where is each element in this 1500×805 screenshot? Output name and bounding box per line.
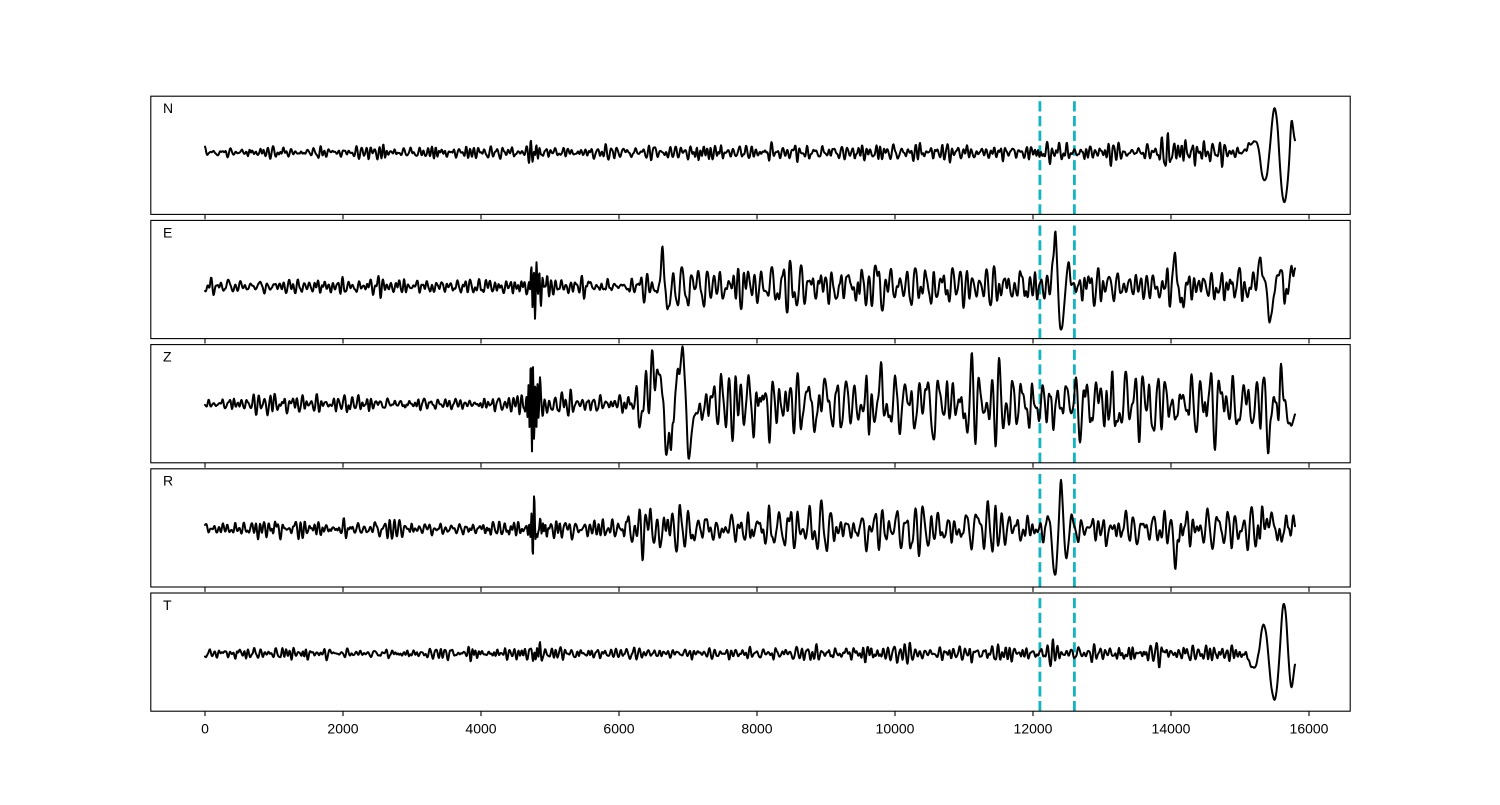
svg-text:E: E — [163, 224, 172, 240]
svg-text:14000: 14000 — [1152, 720, 1191, 736]
svg-text:R: R — [163, 473, 173, 489]
svg-text:4000: 4000 — [465, 720, 496, 736]
svg-text:16000: 16000 — [1290, 720, 1329, 736]
svg-text:Z: Z — [163, 349, 172, 365]
svg-text:0: 0 — [201, 720, 209, 736]
svg-text:T: T — [163, 597, 172, 613]
svg-text:8000: 8000 — [741, 720, 772, 736]
svg-text:2000: 2000 — [327, 720, 358, 736]
svg-text:N: N — [163, 100, 173, 116]
svg-text:10000: 10000 — [876, 720, 915, 736]
svg-text:12000: 12000 — [1014, 720, 1053, 736]
svg-text:6000: 6000 — [603, 720, 634, 736]
